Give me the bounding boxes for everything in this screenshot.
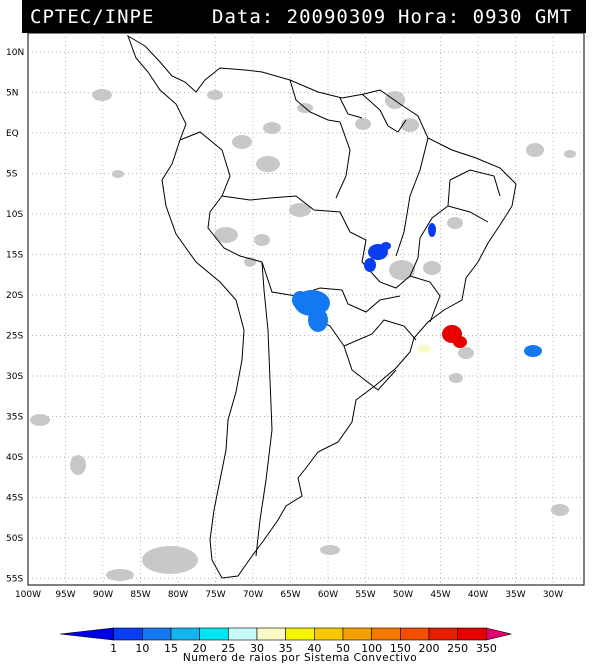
lon-label: 80W bbox=[168, 590, 188, 600]
system-south-coast bbox=[417, 345, 431, 353]
legend-swatch bbox=[256, 627, 286, 641]
lon-label: 60W bbox=[318, 590, 338, 600]
lat-label: 5N bbox=[6, 89, 18, 99]
legend-value: 1 bbox=[110, 642, 117, 655]
lat-label: 25S bbox=[6, 332, 23, 342]
lat-label: 50S bbox=[6, 534, 23, 544]
legend-swatch bbox=[59, 627, 114, 641]
legend-value: 50 bbox=[336, 642, 350, 655]
date-label: Data: 20090309 bbox=[212, 6, 387, 28]
legend-swatch bbox=[371, 627, 401, 641]
lat-label: 30S bbox=[6, 372, 23, 382]
lon-label: 55W bbox=[355, 590, 375, 600]
legend-value: 350 bbox=[476, 642, 497, 655]
legend-swatch bbox=[113, 627, 143, 641]
lat-label: 10S bbox=[6, 210, 23, 220]
lat-label: 20S bbox=[6, 291, 23, 301]
lat-label: 35S bbox=[6, 413, 23, 423]
legend-swatch bbox=[457, 627, 487, 641]
lon-label: 95W bbox=[55, 590, 75, 600]
legend-swatch bbox=[486, 627, 512, 641]
lon-label: 50W bbox=[393, 590, 413, 600]
lon-label: 85W bbox=[130, 590, 150, 600]
lon-label: 40W bbox=[468, 590, 488, 600]
legend-swatch bbox=[400, 627, 430, 641]
legend-swatch bbox=[428, 627, 458, 641]
legend-value: 250 bbox=[447, 642, 468, 655]
legend-value: 100 bbox=[361, 642, 382, 655]
lat-label: EQ bbox=[6, 129, 19, 139]
lat-label: 40S bbox=[6, 453, 23, 463]
legend-value: 150 bbox=[390, 642, 411, 655]
legend-value: 10 bbox=[135, 642, 149, 655]
legend-swatch bbox=[314, 627, 344, 641]
source-label: CPTEC/INPE bbox=[30, 6, 155, 28]
lon-label: 65W bbox=[280, 590, 300, 600]
legend-swatch bbox=[228, 627, 258, 641]
lat-label: 10N bbox=[6, 48, 24, 58]
country-borders bbox=[127, 34, 517, 579]
legend-swatch bbox=[199, 627, 229, 641]
legend-value: 25 bbox=[221, 642, 235, 655]
lon-label: 75W bbox=[205, 590, 225, 600]
legend-caption: Numero de raios por Sistema Convectivo bbox=[182, 652, 418, 664]
system-central-brazil bbox=[364, 242, 391, 272]
legend-swatch bbox=[170, 627, 200, 641]
legend-colorbar bbox=[59, 627, 512, 641]
lat-label: 15S bbox=[6, 251, 23, 261]
lat-label: 5S bbox=[6, 170, 18, 180]
lat-label: 45S bbox=[6, 494, 23, 504]
system-sao-paulo bbox=[442, 325, 467, 348]
legend-value: 20 bbox=[193, 642, 207, 655]
legend-value: 200 bbox=[419, 642, 440, 655]
lon-label: 35W bbox=[505, 590, 525, 600]
header-bar: CPTEC/INPE Data: 20090309 Hora: 0930 GMT bbox=[22, 0, 586, 33]
system-atlantic bbox=[524, 345, 542, 357]
lat-label: 55S bbox=[6, 575, 23, 585]
cloud-cover bbox=[30, 89, 576, 581]
legend-value: 35 bbox=[279, 642, 293, 655]
system-paraguay bbox=[292, 290, 330, 332]
legend-value: 15 bbox=[164, 642, 178, 655]
lon-label: 70W bbox=[243, 590, 263, 600]
legend-swatch bbox=[342, 627, 372, 641]
legend-swatch bbox=[285, 627, 315, 641]
legend-values: 1 10 15 20 25 30 35 40 50 100 150 200 250 350 bbox=[110, 642, 497, 655]
legend-value: 30 bbox=[250, 642, 264, 655]
latitude-labels: 10N 5N EQ 5S 10S 15S 20S 25S 30S 35S 40S 45S 50S 55S bbox=[6, 48, 24, 585]
lon-label: 100W bbox=[15, 590, 41, 600]
system-bahia bbox=[428, 223, 436, 237]
legend-value: 40 bbox=[307, 642, 321, 655]
time-label: Hora: 0930 GMT bbox=[398, 6, 573, 28]
lightning-systems bbox=[292, 223, 542, 357]
lon-label: 45W bbox=[430, 590, 450, 600]
legend-swatch bbox=[142, 627, 172, 641]
lon-label: 90W bbox=[93, 590, 113, 600]
longitude-labels: 100W 95W 90W 85W 80W 75W 70W 65W 60W 55W 50W 45W 40W… bbox=[15, 590, 563, 600]
lon-label: 30W bbox=[543, 590, 563, 600]
